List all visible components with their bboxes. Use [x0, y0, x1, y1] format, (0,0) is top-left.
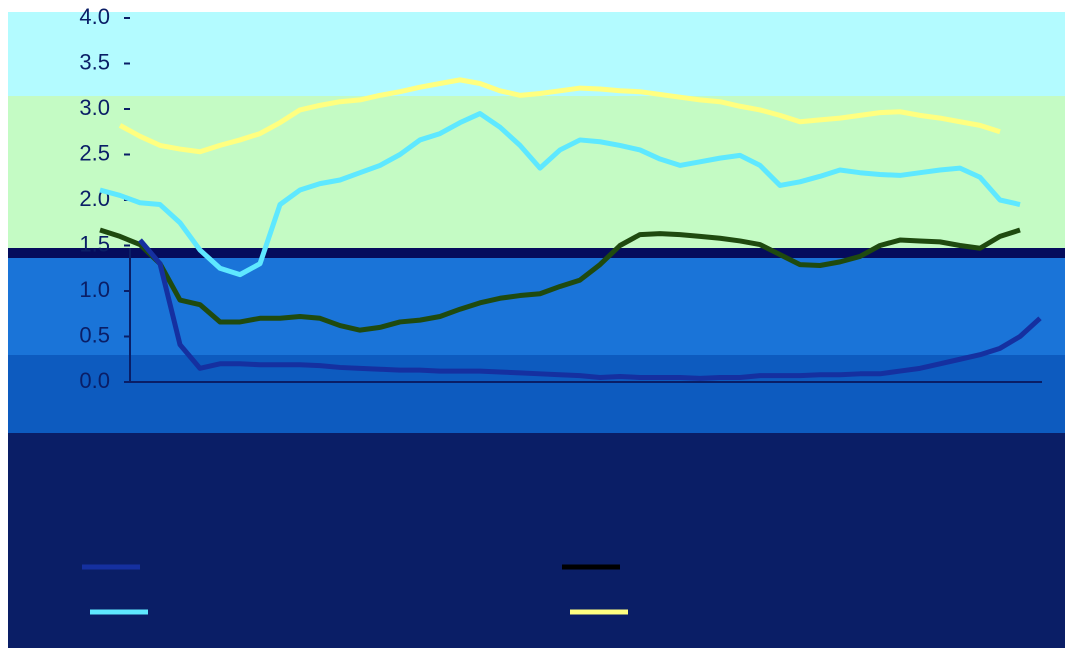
background-band — [8, 248, 1065, 258]
y-tick-label: 3.0 — [79, 95, 110, 120]
background-band — [8, 96, 1065, 248]
background-band — [8, 12, 1065, 96]
y-tick-label: 1.5 — [79, 231, 110, 256]
background-band — [8, 433, 1065, 648]
y-tick-label: 1.0 — [79, 277, 110, 302]
series-line — [118, 77, 1001, 155]
y-tick-label: 0.5 — [79, 322, 110, 347]
series-line — [138, 238, 1042, 381]
y-tick-label: 0.0 — [79, 368, 110, 393]
background-band — [8, 355, 1065, 433]
legend — [82, 564, 628, 615]
y-tick-label: 3.5 — [79, 49, 110, 74]
y-tick-label: 2.5 — [79, 140, 110, 165]
series-line — [99, 111, 1021, 278]
background-band — [8, 258, 1065, 355]
y-tick-label: 4.0 — [79, 4, 110, 29]
series-line — [99, 227, 1021, 333]
